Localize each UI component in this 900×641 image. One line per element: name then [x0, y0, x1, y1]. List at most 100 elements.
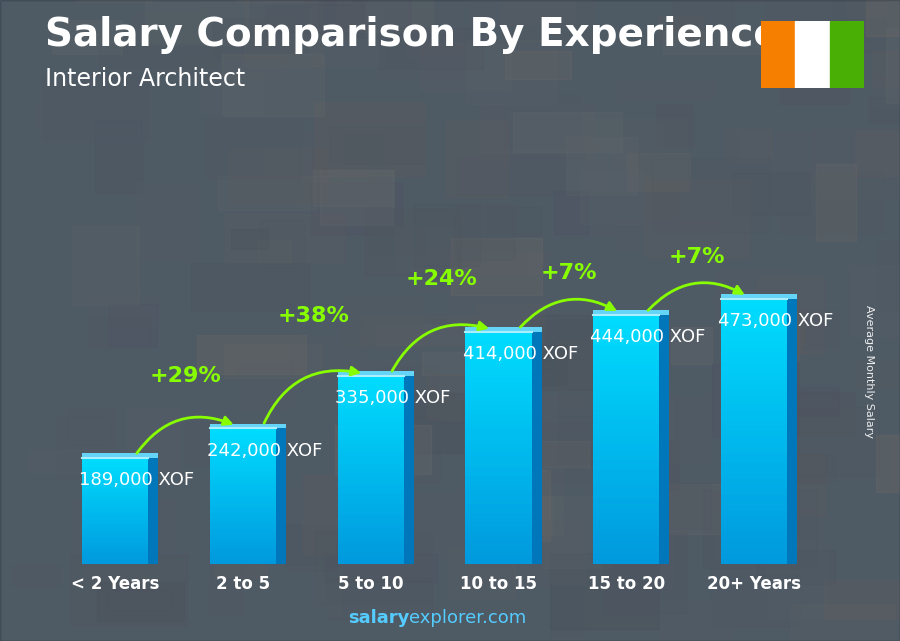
Bar	[210, 553, 276, 556]
Bar	[338, 437, 404, 440]
Bar	[258, 240, 291, 262]
Bar	[721, 389, 788, 394]
Bar	[721, 543, 788, 548]
Bar	[757, 550, 835, 584]
Bar	[760, 21, 795, 88]
Bar	[465, 485, 532, 490]
Bar	[338, 410, 404, 414]
Bar	[314, 103, 425, 176]
Bar	[721, 490, 788, 495]
Bar	[721, 357, 788, 363]
Bar	[656, 105, 693, 147]
Bar	[82, 473, 148, 475]
Bar	[465, 453, 532, 457]
Bar	[82, 511, 148, 513]
Bar	[721, 463, 788, 469]
Bar	[364, 209, 462, 275]
Bar	[455, 205, 516, 260]
Bar	[82, 483, 148, 486]
Bar	[465, 541, 532, 545]
Bar	[652, 158, 770, 233]
Bar	[338, 467, 404, 470]
Bar	[338, 444, 404, 447]
Bar	[465, 365, 532, 369]
Bar	[872, 51, 900, 86]
Bar	[325, 554, 437, 582]
Bar	[465, 327, 542, 332]
Bar	[465, 341, 532, 346]
Bar	[815, 165, 856, 241]
Text: Interior Architect: Interior Architect	[45, 67, 245, 91]
Bar	[82, 490, 148, 492]
Bar	[210, 502, 276, 504]
Bar	[225, 213, 344, 263]
Bar	[210, 551, 276, 553]
Bar	[593, 474, 660, 479]
Text: +24%: +24%	[405, 269, 477, 290]
Bar	[230, 149, 328, 204]
Bar	[477, 304, 544, 358]
Bar	[82, 470, 148, 473]
Bar	[98, 44, 218, 68]
Text: 335,000 XOF: 335,000 XOF	[335, 390, 450, 408]
Bar	[83, 502, 140, 581]
Bar	[303, 160, 367, 221]
Bar	[82, 509, 148, 511]
Bar	[799, 387, 840, 416]
Bar	[210, 439, 276, 442]
Bar	[465, 448, 532, 453]
Bar	[850, 267, 900, 337]
Bar	[465, 397, 532, 401]
Bar	[338, 538, 404, 542]
Bar	[765, 311, 804, 353]
Bar	[82, 520, 148, 522]
Bar	[82, 545, 148, 547]
Bar	[126, 408, 180, 472]
Bar	[767, 542, 826, 619]
Bar	[465, 425, 532, 429]
Bar	[210, 474, 276, 478]
Bar	[488, 206, 541, 235]
Bar	[721, 373, 788, 378]
Bar	[381, 367, 437, 388]
Text: +7%: +7%	[541, 263, 598, 283]
Bar	[406, 6, 463, 58]
Bar	[824, 581, 900, 619]
Bar	[338, 406, 404, 410]
Bar	[593, 404, 660, 410]
Bar	[210, 545, 276, 548]
Bar	[712, 363, 798, 437]
Text: +38%: +38%	[277, 306, 349, 326]
Bar	[68, 409, 115, 445]
Bar	[58, 417, 111, 478]
Bar	[82, 549, 148, 551]
Bar	[774, 312, 840, 348]
Bar	[82, 513, 148, 515]
Text: 242,000 XOF: 242,000 XOF	[207, 442, 322, 460]
Bar	[210, 442, 276, 445]
Bar	[210, 562, 276, 564]
Bar	[320, 170, 392, 225]
Bar	[338, 500, 404, 504]
Bar	[569, 210, 647, 235]
Bar	[211, 535, 242, 614]
Bar	[221, 54, 324, 116]
Bar	[72, 226, 140, 304]
Bar	[186, 423, 235, 465]
Bar	[725, 129, 772, 162]
Bar	[338, 388, 404, 391]
Bar	[82, 558, 148, 560]
Bar	[224, 344, 322, 378]
Bar	[465, 392, 532, 397]
Bar	[593, 445, 660, 449]
Bar	[338, 530, 404, 534]
Bar	[780, 70, 849, 104]
Bar	[721, 501, 788, 506]
Bar	[338, 478, 404, 481]
Bar	[593, 519, 660, 524]
Bar	[502, 342, 614, 369]
Text: 414,000 XOF: 414,000 XOF	[463, 345, 578, 363]
Bar	[210, 507, 276, 510]
Bar	[292, 334, 367, 369]
Bar	[886, 290, 900, 339]
